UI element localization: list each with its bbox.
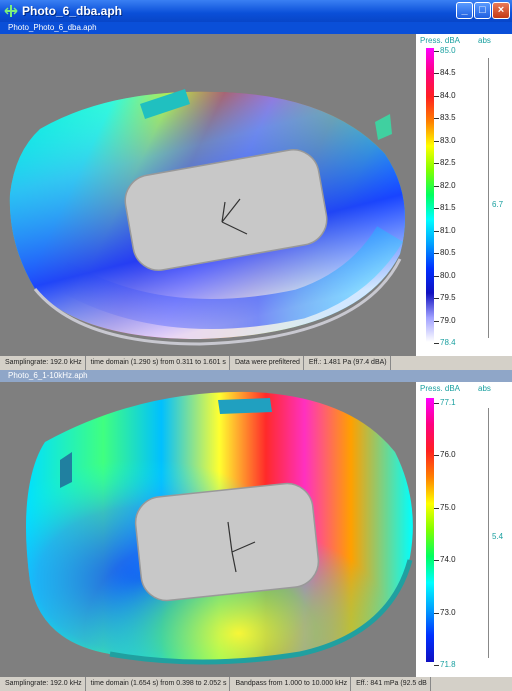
legend-tick-mark <box>434 253 439 255</box>
window-title: Photo_6_dba.aph <box>22 4 123 18</box>
legend-tick-label: 81.0 <box>440 225 456 235</box>
legend-tick-mark <box>434 118 439 120</box>
bottom-status-bar: Samplingrate: 192.0 kHz time domain (1.65… <box>0 677 512 691</box>
status-segment: Eff.: 841 mPa (92.5 dB <box>353 677 431 691</box>
status-segment: Samplingrate: 192.0 kHz <box>2 356 86 370</box>
legend-mid-value: 6.7 <box>492 200 504 209</box>
status-segment: Samplingrate: 192.0 kHz <box>2 677 86 691</box>
bottom-color-legend: Press. dBA abs 77.1 76.0 75.0 74.0 73.0 71.8 … <box>416 382 512 677</box>
legend-mid-value: 5.4 <box>492 532 504 541</box>
maximize-button[interactable]: □ <box>474 2 491 19</box>
legend-tick-mark <box>434 612 439 614</box>
bottom-panel: Photo_6_1-10kHz.aph <box>0 370 512 691</box>
legend-tick-mark <box>434 140 439 142</box>
window-titlebar[interactable]: Photo_6_dba.aph _ □ × <box>0 0 512 22</box>
legend-tick-label: 75.0 <box>440 502 456 512</box>
status-segment: Eff.: 1.481 Pa (97.4 dBA) <box>306 356 391 370</box>
legend-tick-label: 74.0 <box>440 555 456 565</box>
bottom-sound-map[interactable] <box>0 382 416 677</box>
legend-tick-label: 82.0 <box>440 180 456 190</box>
status-segment: Data were prefiltered <box>232 356 304 370</box>
status-segment: Bandpass from 1.000 to 10.000 kHz <box>232 677 352 691</box>
close-button[interactable]: × <box>492 2 510 19</box>
legend-tick-label: 82.5 <box>440 158 456 168</box>
top-panel-title: Photo_Photo_6_dba.aph <box>0 22 512 34</box>
legend-tick-mark <box>434 208 439 210</box>
legend-tick-label: 80.0 <box>440 270 456 280</box>
legend-tick-mark <box>434 275 439 277</box>
legend-tick-mark <box>434 455 439 457</box>
legend-color-bar <box>426 398 434 662</box>
legend-tick-label: 79.0 <box>440 315 456 325</box>
legend-tick-label: 71.8 <box>440 660 456 669</box>
legend-tick-label: 81.5 <box>440 203 456 213</box>
legend-tick-label: 79.5 <box>440 293 456 303</box>
legend-tick-label: 84.5 <box>440 68 456 78</box>
legend-tick-mark <box>434 507 439 509</box>
legend-tick-mark <box>434 95 439 97</box>
legend-color-bar <box>426 48 434 342</box>
legend-tick-mark <box>434 560 439 562</box>
legend-tick-mark <box>434 298 439 300</box>
legend-tick-label: 83.0 <box>440 135 456 145</box>
status-segment: time domain (1.654 s) from 0.398 to 2.05… <box>88 677 231 691</box>
legend-tick-label: 84.0 <box>440 90 456 100</box>
close-icon: × <box>497 4 505 16</box>
legend-header-label: Press. dBA <box>420 36 461 45</box>
legend-tick-mark <box>434 185 439 187</box>
minimize-button[interactable]: _ <box>456 2 473 19</box>
minimize-icon: _ <box>461 4 468 16</box>
legend-tick-mark <box>434 51 439 52</box>
legend-header-abs: abs <box>478 384 491 393</box>
top-3d-view[interactable] <box>0 34 416 356</box>
legend-scale-line <box>488 58 489 338</box>
legend-tick-mark <box>434 320 439 322</box>
arrows-icon <box>4 5 18 17</box>
top-sound-map[interactable] <box>0 34 416 356</box>
legend-tick-label: 78.4 <box>440 338 456 347</box>
legend-tick-mark <box>434 230 439 232</box>
legend-tick-label: 77.1 <box>440 398 456 407</box>
legend-header-label: Press. dBA <box>420 384 461 393</box>
legend-tick-label: 73.0 <box>440 607 456 617</box>
legend-tick-label: 76.0 <box>440 450 456 460</box>
legend-tick-mark <box>434 163 439 165</box>
legend-tick-label: 80.5 <box>440 248 456 258</box>
legend-scale-line <box>488 408 489 658</box>
legend-header-abs: abs <box>478 36 491 45</box>
top-panel: Photo_Photo_6_dba.aph <box>0 22 512 370</box>
maximize-icon: □ <box>479 4 486 16</box>
legend-tick-label: 83.5 <box>440 113 456 123</box>
legend-tick-mark <box>434 343 439 344</box>
top-color-legend: Press. dBA abs 85.0 84.5 84.0 83.5 83.0 82.5 8… <box>416 34 512 356</box>
bottom-3d-view[interactable] <box>0 382 416 677</box>
legend-tick-mark <box>434 73 439 75</box>
legend-tick-mark <box>434 403 439 404</box>
top-status-bar: Samplingrate: 192.0 kHz time domain (1.29… <box>0 356 512 370</box>
bottom-panel-title: Photo_6_1-10kHz.aph <box>0 370 512 382</box>
legend-tick-mark <box>434 665 439 666</box>
status-segment: time domain (1.290 s) from 0.311 to 1.60… <box>88 356 230 370</box>
legend-tick-label: 85.0 <box>440 46 456 55</box>
